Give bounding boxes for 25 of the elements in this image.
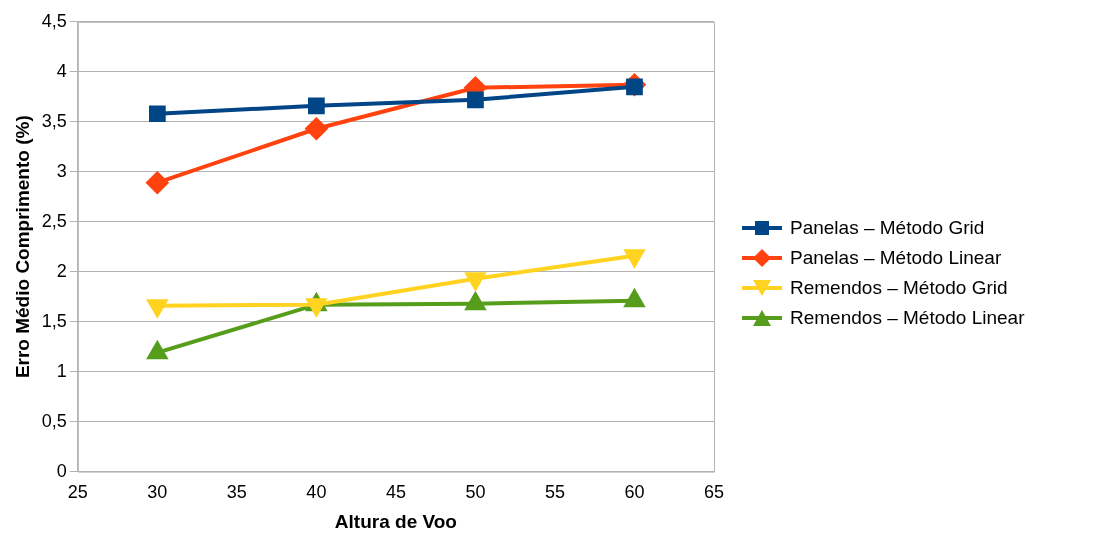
y-tick-label: 0,5 bbox=[41, 410, 67, 431]
y-tick-label: 1,5 bbox=[41, 310, 67, 331]
legend-label: Remendos – Método Grid bbox=[790, 277, 1008, 299]
x-axis-title: Altura de Voo bbox=[334, 510, 457, 532]
x-tick-label: 30 bbox=[147, 482, 168, 503]
y-axis-title: Erro Médio Comprimento (%) bbox=[11, 115, 33, 379]
y-tick-label: 2,5 bbox=[41, 210, 67, 231]
y-tick-label: 1 bbox=[56, 360, 67, 381]
y-tick-label: 0 bbox=[56, 460, 67, 481]
x-tick-label: 65 bbox=[703, 482, 725, 503]
legend-label: Panelas – Método Linear bbox=[790, 247, 1002, 269]
x-tick-label: 50 bbox=[465, 482, 486, 503]
legend-label: Remendos – Método Linear bbox=[790, 307, 1025, 329]
legend-label: Panelas – Método Grid bbox=[790, 217, 985, 239]
x-tick-label: 40 bbox=[306, 482, 327, 503]
y-tick-label: 4,5 bbox=[41, 10, 67, 31]
x-tick-label: 55 bbox=[544, 482, 565, 503]
x-tick-label: 45 bbox=[385, 482, 406, 503]
x-tick-label: 60 bbox=[624, 482, 645, 503]
x-tick-label: 35 bbox=[226, 482, 247, 503]
y-tick-label: 3 bbox=[56, 160, 67, 181]
y-tick-label: 3,5 bbox=[41, 110, 67, 131]
y-tick-label: 4 bbox=[56, 60, 67, 81]
y-tick-label: 2 bbox=[56, 260, 67, 281]
x-tick-label: 25 bbox=[67, 482, 88, 503]
